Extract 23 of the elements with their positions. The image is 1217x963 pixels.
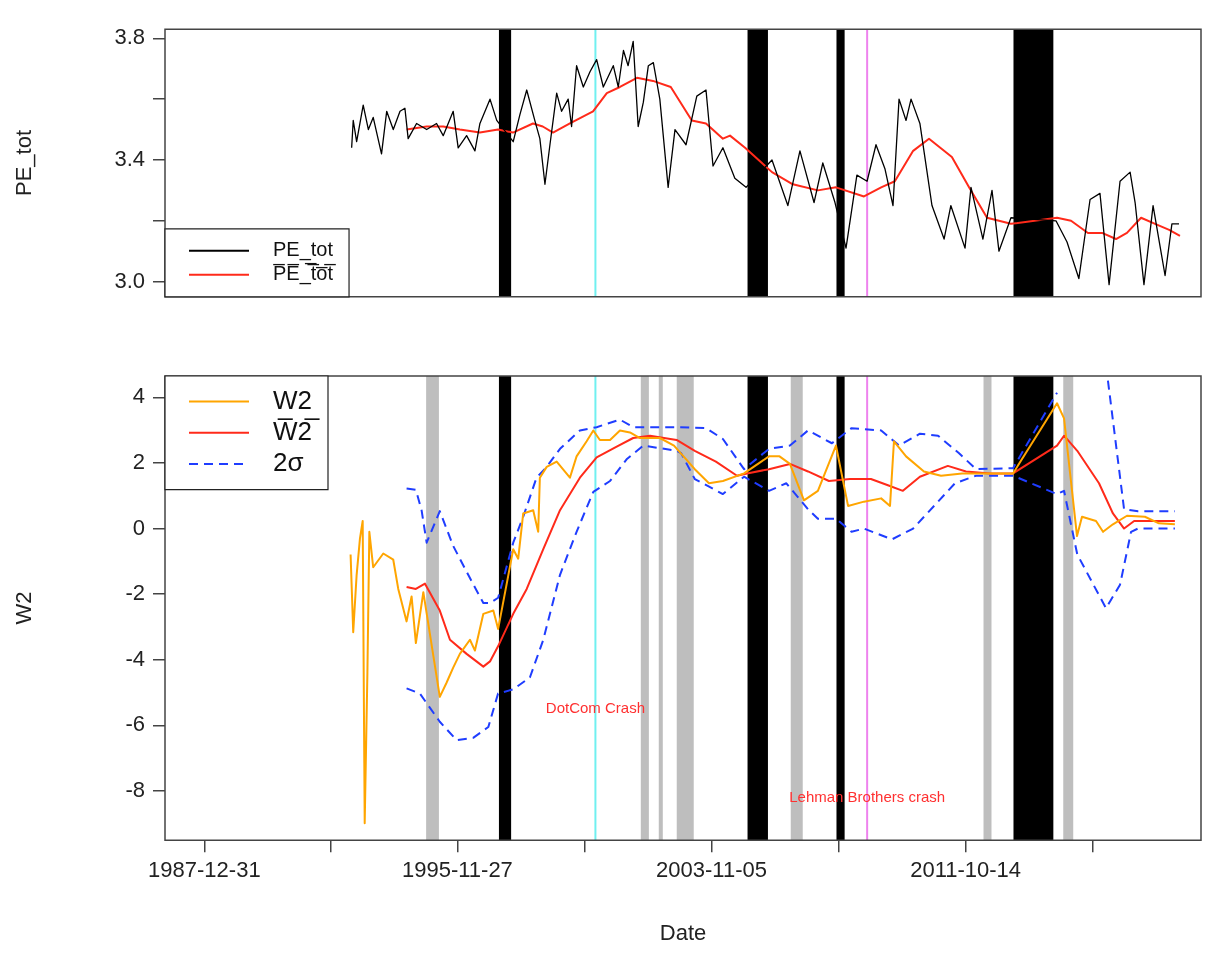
- x-tick-label: 1995-11-27: [401, 857, 513, 883]
- line-series: [405, 444, 1176, 742]
- legend-label: W2: [273, 384, 312, 415]
- legend-label: W̅2̅: [273, 415, 320, 446]
- y-tick-label: -2: [125, 580, 145, 606]
- y-tick-label: -6: [125, 711, 145, 737]
- x-tick-label: 1987-12-31: [148, 857, 261, 883]
- y-tick-label: 0: [132, 514, 145, 540]
- y-tick-label: 3.4: [114, 146, 145, 172]
- legend-label: 2σ: [273, 447, 304, 478]
- x-axis-title: Date: [659, 919, 707, 945]
- y-tick-label: 3.8: [114, 24, 145, 50]
- y-tick-label: 4: [132, 383, 145, 409]
- y-tick-label: -4: [125, 645, 145, 671]
- y-axis-title: W2: [11, 591, 37, 625]
- legend-label: P̅E̅_̅t̅o̅t̅: [273, 262, 337, 286]
- y-tick-label: 2: [132, 449, 145, 474]
- x-tick-label: 2003-11-05: [656, 857, 767, 883]
- x-tick-label: 2011-10-14: [910, 857, 1022, 883]
- y-tick-label: -8: [125, 777, 145, 803]
- legend-label: PE_tot: [273, 238, 334, 262]
- y-axis-title: PE_tot: [11, 129, 37, 197]
- y-tick-label: 3.0: [114, 267, 145, 293]
